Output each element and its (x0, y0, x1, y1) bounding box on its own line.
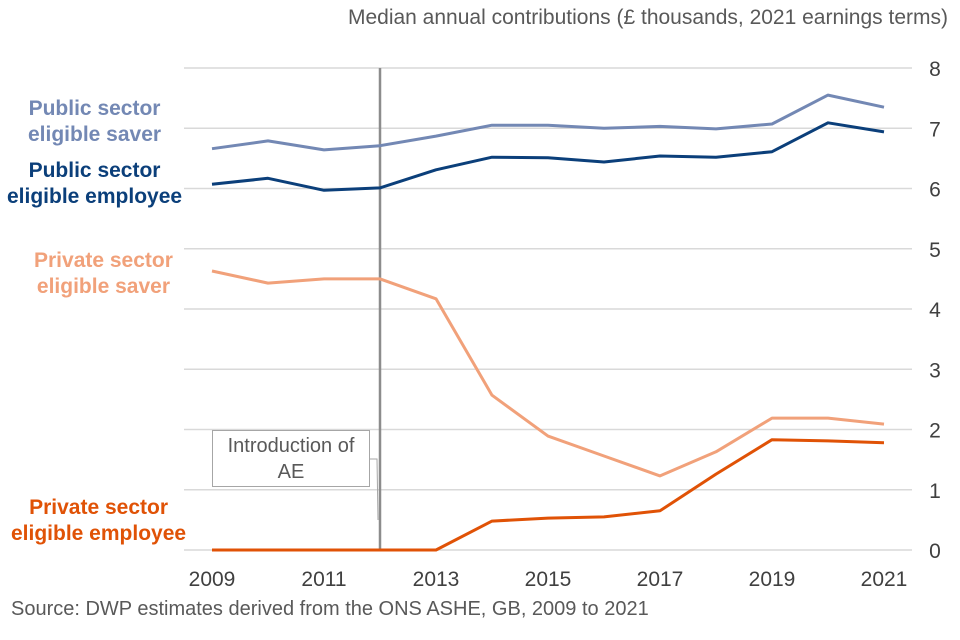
ae-marker (370, 68, 382, 550)
series-lines (211, 93, 885, 552)
y-tick-label: 4 (929, 299, 941, 322)
series-line-public-saver (211, 93, 885, 152)
series-line-public-employee (211, 121, 885, 192)
x-tick-label: 2017 (637, 568, 684, 591)
y-tick-label: 6 (929, 179, 941, 202)
ae-annotation-line2: AE (277, 461, 305, 483)
source-note: Source: DWP estimates derived from the O… (11, 598, 649, 620)
label-public-saver-line2: eligible saver (28, 123, 162, 146)
label-private-employee-line1: Private sector (29, 496, 168, 519)
label-private-saver: Private sector eligible saver (34, 248, 173, 300)
label-private-employee: Private sector eligible employee (11, 495, 186, 547)
label-public-employee-line2: eligible employee (7, 185, 183, 208)
x-tick-label: 2013 (413, 568, 460, 591)
label-public-saver-line1: Public sector (28, 97, 161, 120)
label-private-saver-line1: Private sector (34, 249, 173, 272)
ae-annotation-line1: Introduction of (227, 435, 355, 457)
x-tick-label: 2021 (861, 568, 908, 591)
gridlines (184, 67, 912, 551)
y-tick-label: 5 (929, 239, 941, 262)
y-axis-title: Median annual contributions (£ thousands… (347, 6, 948, 29)
series-line-private-saver (211, 269, 885, 478)
ae-annotation-box: Introduction of AE (212, 430, 370, 487)
y-tick-labels: 0 1 2 3 4 5 6 7 8 (929, 58, 941, 563)
y-tick-label: 3 (929, 359, 941, 382)
y-tick-label: 8 (929, 58, 941, 81)
ae-annotation-connector (370, 458, 379, 521)
label-public-employee: Public sector eligible employee (7, 158, 182, 210)
x-tick-label: 2015 (525, 568, 572, 591)
label-public-employee-line1: Public sector (28, 159, 161, 182)
y-tick-label: 1 (929, 480, 941, 503)
label-private-employee-line2: eligible employee (11, 522, 187, 545)
y-tick-label: 2 (929, 420, 941, 443)
label-public-saver: Public sector eligible saver (28, 96, 161, 148)
x-tick-labels: 2009 2011 2013 2015 2017 2019 2021 (189, 568, 908, 591)
label-private-saver-line2: eligible saver (36, 275, 170, 298)
y-tick-label: 7 (929, 118, 941, 141)
y-tick-label: 0 (929, 540, 941, 563)
x-tick-label: 2011 (301, 568, 346, 591)
x-tick-label: 2009 (189, 568, 236, 591)
x-tick-label: 2019 (749, 568, 796, 591)
